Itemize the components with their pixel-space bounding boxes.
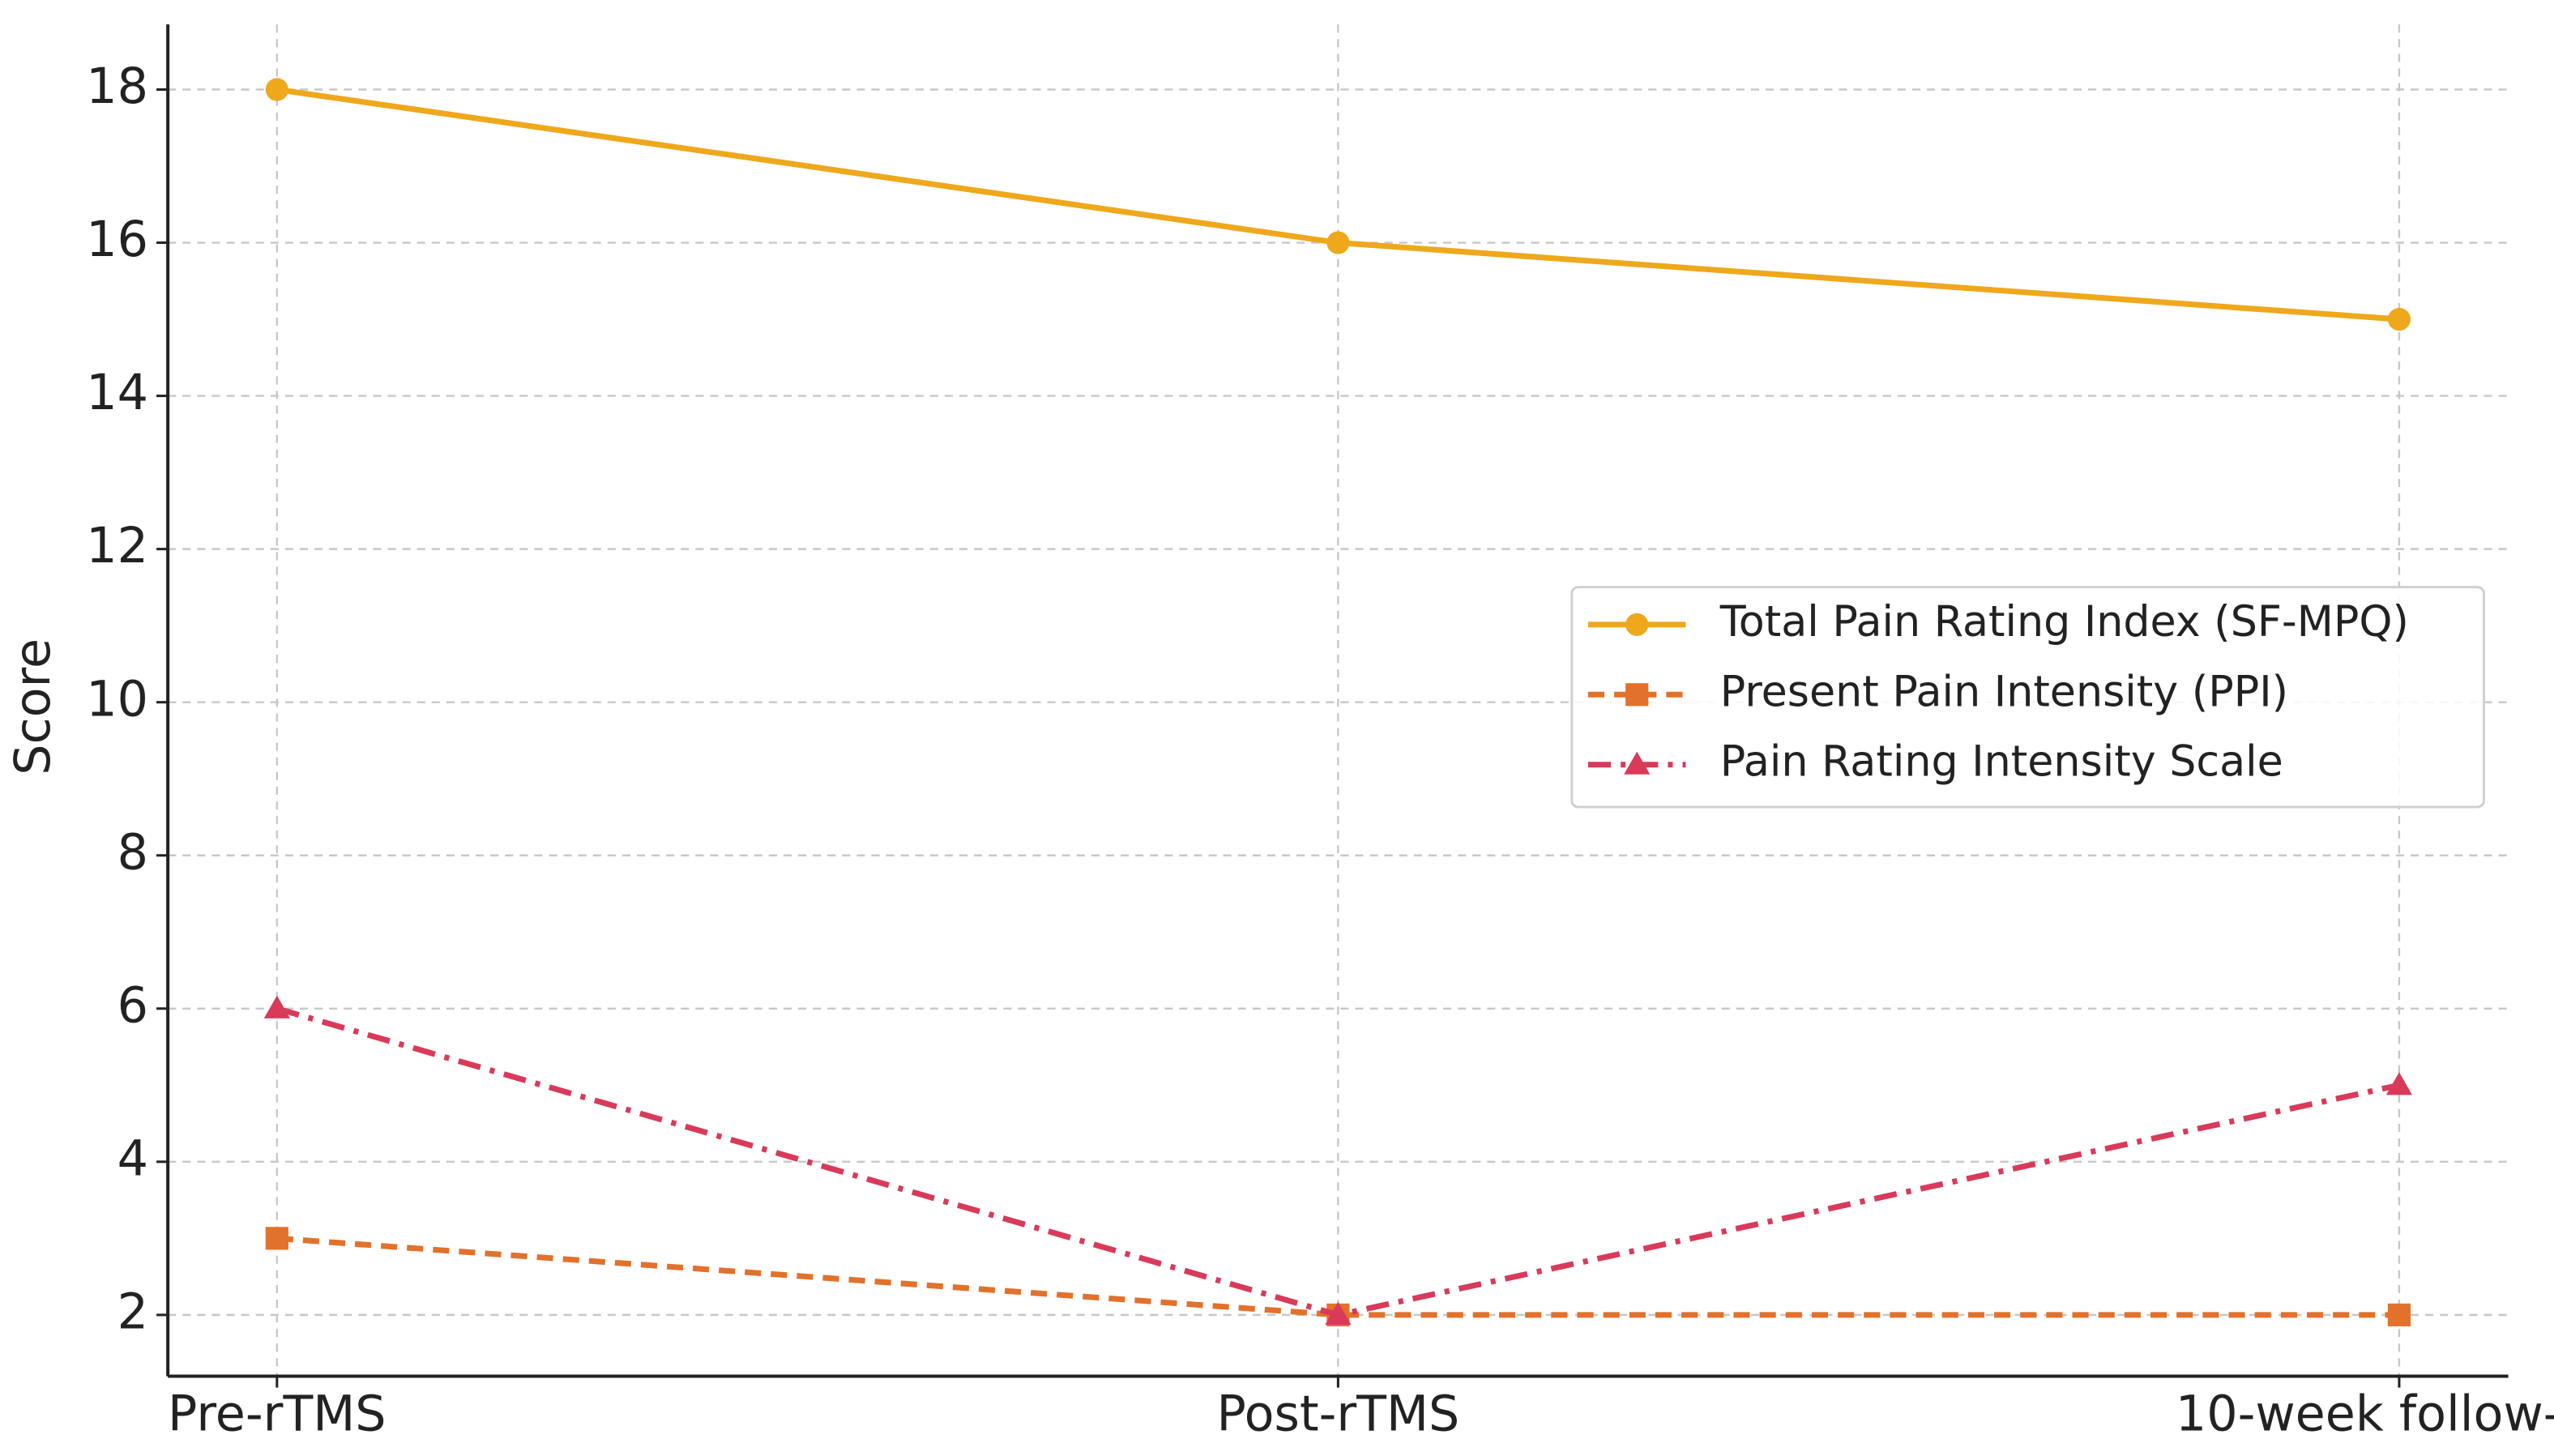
y-tick-label: 10 [86, 671, 148, 728]
y-tick-label: 2 [117, 1283, 148, 1340]
marker [2385, 1072, 2413, 1095]
marker [2387, 1303, 2411, 1326]
x-tick-label: Post-rTMS [1216, 1386, 1459, 1442]
y-tick-label: 18 [86, 58, 148, 115]
legend-marker [1625, 613, 1649, 636]
marker [1325, 1301, 1352, 1325]
marker [1326, 231, 1350, 254]
legend-label: Total Pain Rating Index (SF-MPQ) [1719, 597, 2409, 647]
legend-label: Pain Rating Intensity Scale [1720, 737, 2283, 787]
legend-marker [1624, 751, 1651, 775]
y-tick-label: 8 [117, 824, 148, 881]
y-tick-label: 4 [117, 1130, 148, 1187]
legend-box [1570, 586, 2485, 809]
legend-marker [1625, 683, 1649, 707]
y-tick-label: 6 [117, 977, 148, 1034]
marker [263, 995, 290, 1018]
y-tick-label: 16 [86, 211, 148, 268]
legend-label: Present Pain Intensity (PPI) [1720, 667, 2288, 716]
legend: Total Pain Rating Index (SF-MPQ) Present … [1570, 586, 2485, 809]
y-tick-label: 12 [86, 518, 148, 574]
y-tick-label: 14 [86, 365, 148, 421]
marker [2387, 307, 2411, 331]
marker [265, 1227, 288, 1250]
marker [265, 78, 288, 101]
x-tick-label: Pre-rTMS [168, 1386, 387, 1442]
x-tick-label: 10-week follow-up [2176, 1386, 2554, 1442]
series-line [276, 1235, 2399, 1318]
y-axis-label: Score [5, 638, 62, 775]
